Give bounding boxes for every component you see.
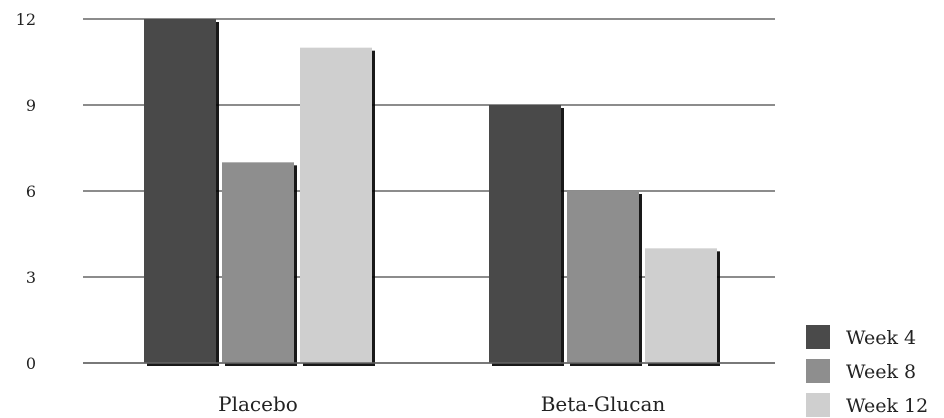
- legend: Week 4 Week 8 Week 12: [806, 325, 928, 417]
- bar-week-8-beta-glucan: [567, 191, 639, 363]
- x-category-label: Beta-Glucan: [541, 392, 666, 416]
- x-axis: Placebo Beta-Glucan: [83, 362, 775, 416]
- y-tick-label: 6: [26, 182, 36, 201]
- bar-week-12-beta-glucan: [645, 248, 717, 363]
- y-axis: 0 3 6 9 12: [16, 10, 36, 373]
- bar-week-8-placebo: [222, 162, 294, 363]
- legend-swatch: [806, 393, 830, 417]
- bar-week-4-beta-glucan: [489, 105, 561, 363]
- bars: [144, 19, 717, 364]
- legend-label: Week 12: [846, 395, 928, 417]
- legend-label: Week 8: [846, 361, 916, 383]
- legend-swatch: [806, 359, 830, 383]
- y-tick-label: 0: [26, 354, 36, 373]
- y-tick-label: 3: [26, 268, 36, 287]
- y-tick-label: 9: [26, 96, 36, 115]
- legend-label: Week 4: [846, 327, 916, 349]
- legend-swatch: [806, 325, 830, 349]
- bar-week-4-placebo: [144, 19, 216, 363]
- bar-week-12-placebo: [300, 47, 372, 364]
- y-tick-label: 12: [16, 10, 36, 29]
- x-category-label: Placebo: [218, 392, 298, 416]
